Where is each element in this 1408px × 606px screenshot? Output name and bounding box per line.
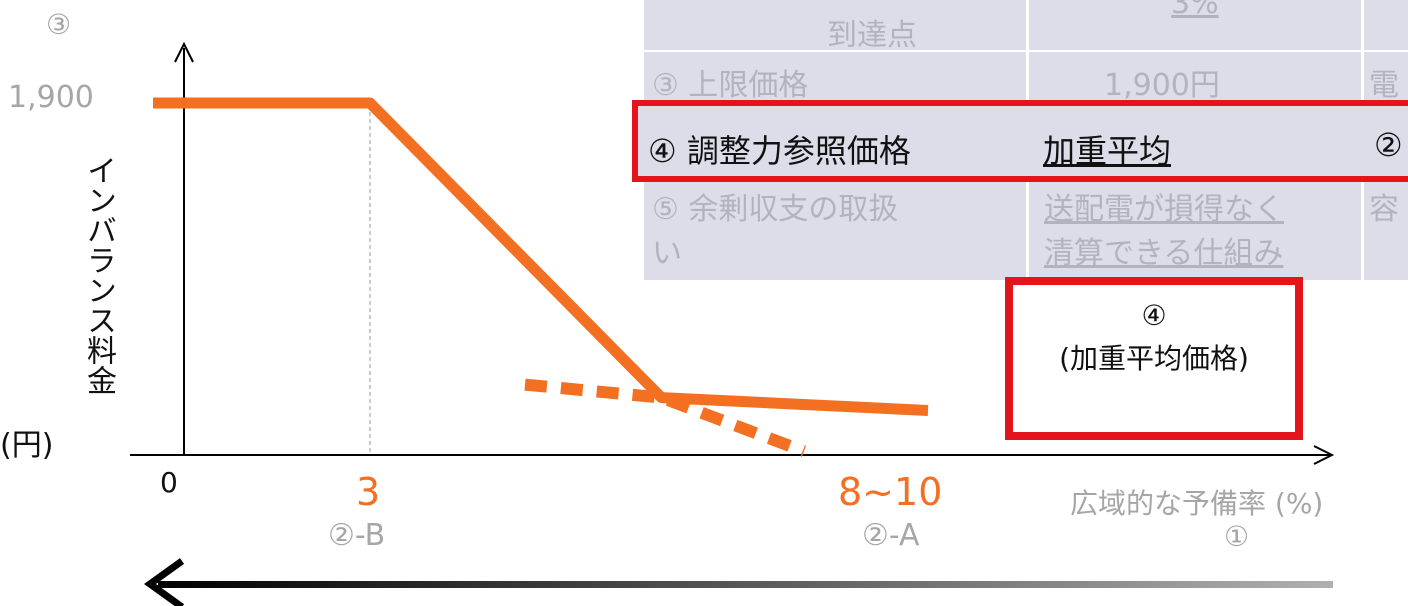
direction-arrow-shaft [158, 581, 1333, 588]
direction-arrow-head [144, 558, 185, 606]
table-row-surplus-value: 送配電が損得なく [1044, 192, 1284, 227]
y-axis-arrowhead [174, 41, 194, 63]
annotation-label: (加重平均価格) [1059, 342, 1249, 375]
x-tick-label-3: 3 [356, 470, 381, 514]
table-row-upper-price-note: 電 [1369, 68, 1399, 103]
table-row-surplus-value-cont: 清算できる仕組み [1044, 236, 1284, 271]
x-axis-marker: ① [1224, 520, 1250, 553]
table-header-col2: 3% [1171, 0, 1219, 21]
y-tick-label-1900: 1,900 [8, 80, 94, 115]
highlight-row-note: ② [1374, 126, 1403, 164]
x-tick-sublabel-3: ②-B [328, 518, 386, 553]
imbalance-price-line [153, 97, 929, 416]
annotation-marker: ④ [1141, 299, 1167, 332]
weighted-average-annotation: ④ (加重平均価格) [1005, 277, 1303, 440]
table-row-upper-price-value: 1,900円 [1104, 68, 1220, 103]
x-axis-label: 広域的な予備率 (%) [1070, 487, 1324, 520]
highlight-row-value: 加重平均 [1043, 132, 1172, 170]
y-axis-marker: ③ [46, 8, 72, 41]
highlight-row-label: ④ 調整力参照価格 [648, 132, 911, 170]
table-header-col1: 到達点 [827, 18, 917, 53]
highlighted-table-row: ④ 調整力参照価格 加重平均 ② [632, 100, 1408, 182]
y-axis-label: インバランス料金 [81, 155, 116, 395]
x-tick-label-8-10: 8~10 [838, 470, 943, 514]
x-axis-arrowhead [1313, 445, 1335, 465]
x-tick-sublabel-8-10: ②-A [862, 518, 920, 553]
table-row-surplus-label-cont: い [652, 236, 682, 271]
x-tick-label-0: 0 [160, 466, 178, 499]
dashed-series-line [524, 378, 807, 457]
table-row-upper-price-label: ③ 上限価格 [652, 68, 809, 103]
table-row-surplus-note: 容 [1369, 192, 1399, 227]
table-row-surplus-label: ⑤ 余剰収支の取扱 [652, 192, 899, 227]
y-axis-unit: (円) [0, 428, 54, 463]
